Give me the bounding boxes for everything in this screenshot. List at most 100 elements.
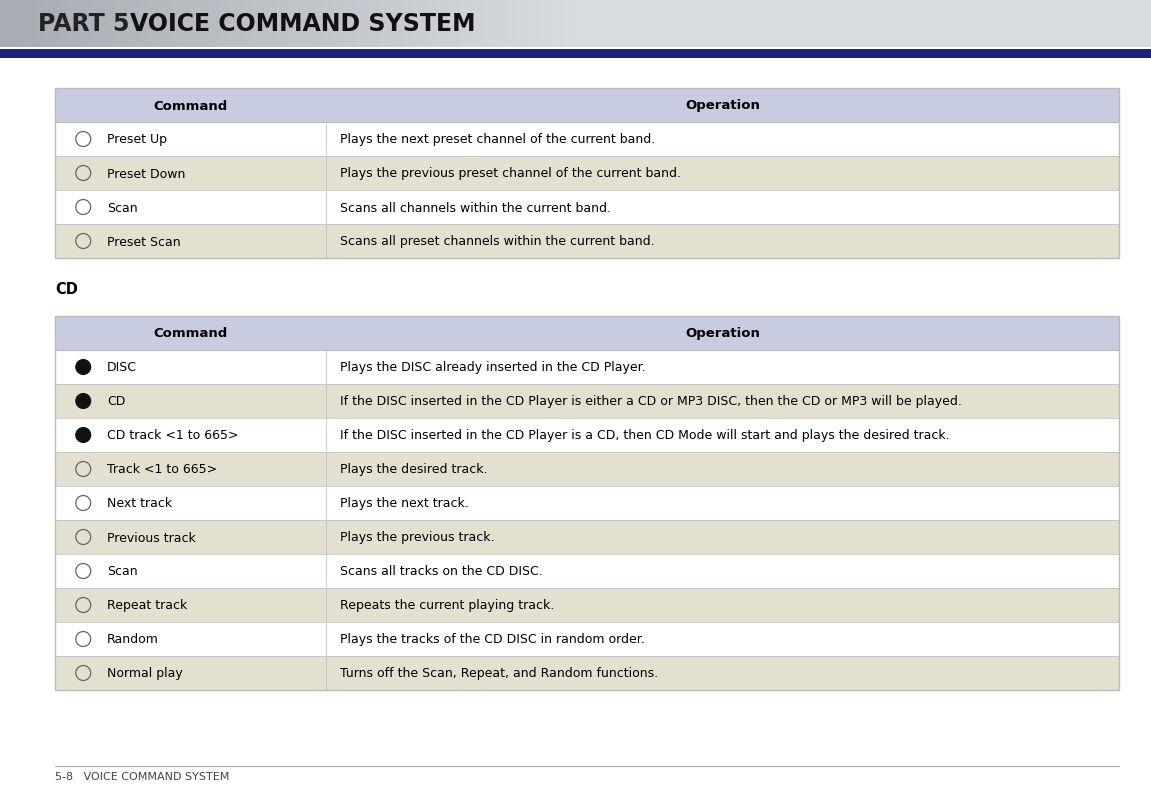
Bar (138, 0, 151, 48)
Bar (55, 520, 1119, 554)
Bar (115, 0, 128, 48)
Bar (645, 0, 657, 48)
Bar (311, 0, 323, 48)
Circle shape (76, 200, 91, 215)
Bar (668, 0, 680, 48)
Bar (0, 50, 1151, 59)
Text: CD: CD (55, 282, 78, 296)
Text: Command: Command (154, 327, 228, 340)
Text: Preset Down: Preset Down (107, 168, 185, 180)
Bar (863, 0, 876, 48)
Text: Plays the DISC already inserted in the CD Player.: Plays the DISC already inserted in the C… (341, 361, 646, 374)
Text: CD track <1 to 665>: CD track <1 to 665> (107, 429, 238, 442)
Text: Turns off the Scan, Repeat, and Random functions.: Turns off the Scan, Repeat, and Random f… (341, 666, 658, 679)
Bar (817, 0, 830, 48)
Text: Next track: Next track (107, 497, 173, 510)
Circle shape (76, 132, 91, 148)
Circle shape (76, 166, 91, 181)
Text: Repeat track: Repeat track (107, 599, 188, 612)
Text: Command: Command (154, 99, 228, 112)
Bar (840, 0, 853, 48)
Bar (564, 0, 577, 48)
Bar (150, 0, 162, 48)
Text: Plays the desired track.: Plays the desired track. (341, 463, 488, 476)
Bar (81, 0, 93, 48)
Bar (472, 0, 485, 48)
Circle shape (76, 394, 91, 409)
Circle shape (76, 428, 91, 443)
Text: DISC: DISC (107, 361, 137, 374)
Bar (161, 0, 174, 48)
Bar (58, 0, 70, 48)
Bar (886, 0, 899, 48)
Text: Track <1 to 665>: Track <1 to 665> (107, 463, 218, 476)
Bar (529, 0, 542, 48)
Text: Repeats the current playing track.: Repeats the current playing track. (341, 599, 555, 612)
Bar (495, 0, 508, 48)
Bar (725, 0, 738, 48)
Bar (1105, 0, 1118, 48)
Text: Scan: Scan (107, 565, 138, 577)
Bar (760, 0, 772, 48)
Bar (322, 0, 335, 48)
Bar (875, 0, 887, 48)
Bar (12, 0, 24, 48)
Bar (55, 384, 1119, 419)
Bar (437, 0, 450, 48)
Bar (932, 0, 945, 48)
Bar (1082, 0, 1095, 48)
Bar (403, 0, 416, 48)
Circle shape (76, 496, 91, 511)
Text: Plays the next preset channel of the current band.: Plays the next preset channel of the cur… (341, 133, 656, 146)
Bar (55, 486, 1119, 520)
Bar (748, 0, 761, 48)
Bar (55, 554, 1119, 588)
Bar (541, 0, 554, 48)
Text: Scan: Scan (107, 201, 138, 214)
Bar (55, 350, 1119, 384)
Bar (127, 0, 139, 48)
Bar (173, 0, 185, 48)
Bar (944, 0, 956, 48)
Bar (1047, 0, 1060, 48)
Bar (55, 419, 1119, 452)
Text: VOICE COMMAND SYSTEM: VOICE COMMAND SYSTEM (130, 12, 475, 36)
Bar (55, 317, 1119, 691)
Circle shape (76, 564, 91, 579)
Bar (679, 0, 692, 48)
Bar (230, 0, 243, 48)
Bar (1116, 0, 1129, 48)
Bar (449, 0, 462, 48)
Bar (794, 0, 807, 48)
Bar (242, 0, 254, 48)
Bar (610, 0, 623, 48)
Text: Plays the previous preset channel of the current band.: Plays the previous preset channel of the… (341, 168, 681, 180)
Bar (576, 0, 588, 48)
Bar (391, 0, 404, 48)
Bar (1001, 0, 1014, 48)
Bar (714, 0, 726, 48)
Bar (829, 0, 841, 48)
Bar (288, 0, 300, 48)
Text: Scans all tracks on the CD DISC.: Scans all tracks on the CD DISC. (341, 565, 543, 577)
Bar (35, 0, 47, 48)
Bar (1013, 0, 1026, 48)
Text: Preset Scan: Preset Scan (107, 235, 181, 248)
Bar (552, 0, 565, 48)
Bar (46, 0, 59, 48)
Bar (978, 0, 991, 48)
Bar (345, 0, 358, 48)
Bar (909, 0, 922, 48)
Text: Random: Random (107, 633, 159, 646)
Bar (1139, 0, 1151, 48)
Bar (852, 0, 864, 48)
Bar (104, 0, 116, 48)
Bar (806, 0, 818, 48)
Text: Preset Up: Preset Up (107, 133, 167, 146)
Bar (23, 0, 36, 48)
Bar (55, 89, 1119, 259)
Bar (1024, 0, 1037, 48)
Circle shape (76, 666, 91, 681)
Circle shape (76, 360, 91, 375)
Circle shape (76, 530, 91, 545)
